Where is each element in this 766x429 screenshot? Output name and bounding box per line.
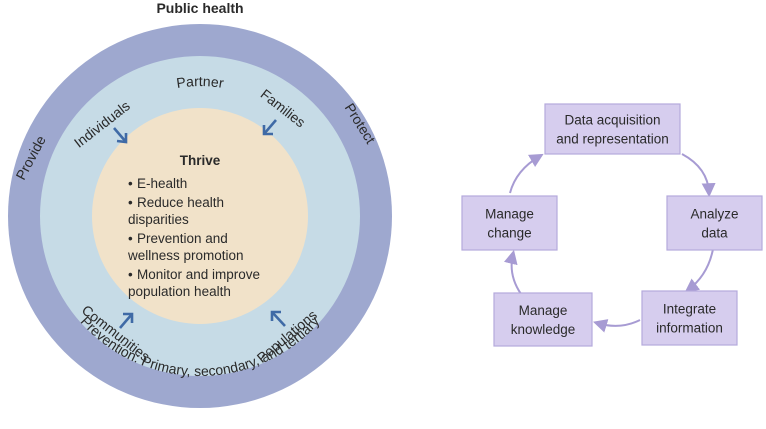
core-bullet-mark: •	[128, 195, 133, 210]
cycle-step-label: information	[656, 321, 723, 336]
core-bullet-line: wellness promotion	[127, 248, 244, 263]
core-bullet-line: Monitor and improve	[137, 267, 260, 282]
arrow-individuals	[113, 127, 128, 144]
core-bullet-line: population health	[128, 284, 231, 299]
cycle-step-rect	[544, 103, 681, 155]
arrow-communities	[119, 312, 134, 329]
cycle-arrow-3	[592, 319, 641, 333]
arrow-families	[262, 119, 277, 136]
cycle-step-label: data	[701, 226, 728, 241]
cycle-arrow-5	[509, 153, 544, 194]
core-bullet-mark: •	[128, 231, 133, 246]
cycle-step-label: Manage	[519, 303, 568, 318]
cycle-step-label: knowledge	[511, 322, 576, 337]
core-bullet-line: E-health	[137, 176, 187, 191]
cycle-steps: Data acquisition and representation Analyz…	[461, 103, 763, 347]
cycle-step-label: Integrate	[663, 302, 716, 317]
outer-label-partner: Partner	[175, 73, 225, 91]
cycle-step-box: Manage knowledge	[493, 292, 593, 347]
core-bullet-line: Prevention and	[137, 231, 228, 246]
cycle-step-rect	[641, 290, 738, 346]
core-heading: Thrive	[180, 153, 221, 168]
cycle-arrow-1	[681, 153, 716, 198]
core-bullet-line: disparities	[128, 212, 189, 227]
cycle-step-rect	[461, 195, 558, 251]
cycle-arrow-2	[684, 248, 714, 293]
cycle-step-label: change	[487, 226, 531, 241]
page-title: Public health	[156, 0, 243, 16]
cycle-step-label: and representation	[556, 132, 669, 147]
core-bullet-mark: •	[128, 176, 133, 191]
cycle-arrows	[503, 153, 716, 333]
cycle-step-rect	[493, 292, 593, 347]
cycle-step-box: Analyze data	[666, 195, 763, 251]
inner-core-circle	[92, 108, 308, 324]
cycle-step-box: Data acquisition and representation	[544, 103, 681, 155]
cycle-step-label: Analyze	[690, 207, 738, 222]
core-bullet-mark: •	[128, 267, 133, 282]
cycle-step-label: Manage	[485, 207, 534, 222]
arrow-populations	[270, 310, 286, 327]
cycle-step-box: Manage change	[461, 195, 558, 251]
cycle-step-rect	[666, 195, 763, 251]
core-bullet-line: Reduce health	[137, 195, 224, 210]
core-bullet-list: • E-health • Reduce health disparities • Preve…	[127, 176, 260, 299]
cycle-arrow-4	[503, 249, 522, 295]
cycle-step-label: Data acquisition	[564, 113, 660, 128]
cycle-step-box: Integrate information	[641, 290, 738, 346]
